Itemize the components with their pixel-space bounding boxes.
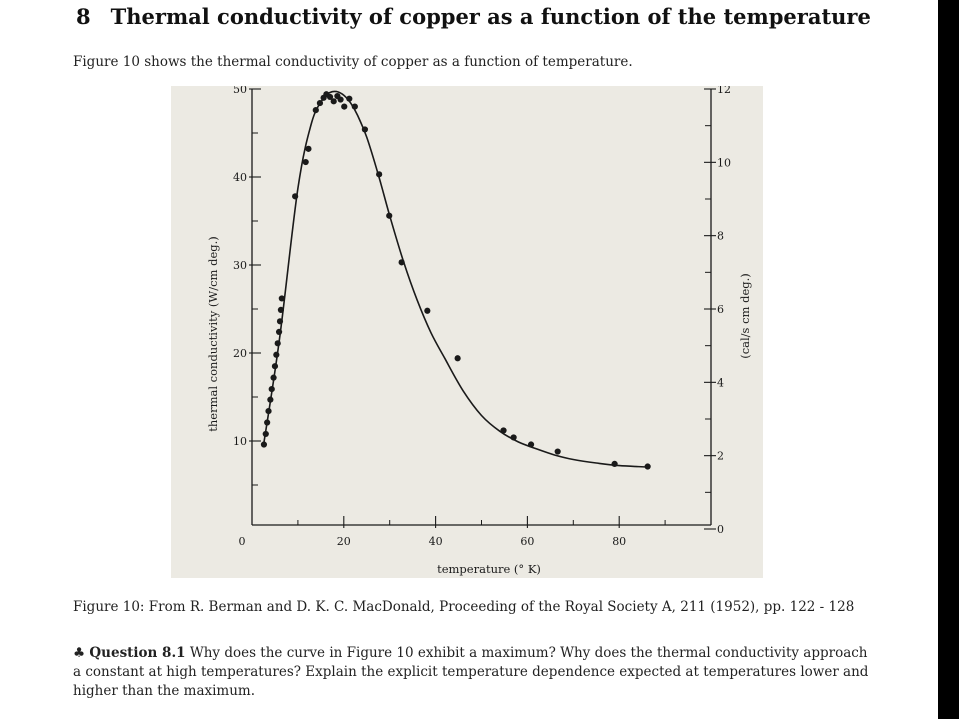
axes (249, 88, 716, 530)
question-text: Why does the curve in Figure 10 exhibit … (73, 645, 869, 699)
data-point (267, 396, 274, 403)
data-point (271, 363, 279, 370)
section-title-text: Thermal conductivity of copper as a func… (110, 4, 871, 29)
data-point (337, 96, 344, 103)
data-point (361, 126, 369, 133)
data-point (274, 340, 281, 347)
data-point (292, 193, 299, 200)
data-point (611, 460, 618, 467)
data-point (316, 99, 324, 107)
y-right-tick-label: 0 (717, 523, 724, 536)
data-point (305, 145, 312, 152)
y-right-tick-label: 2 (717, 450, 724, 463)
y-right-tick-label: 8 (717, 230, 724, 243)
data-point (644, 463, 651, 470)
data-point (510, 434, 517, 441)
y-tick-label: 50 (233, 86, 247, 96)
data-point (268, 385, 275, 393)
data-point (424, 307, 431, 314)
data-point (454, 355, 461, 362)
data-point (265, 407, 272, 415)
data-point (346, 95, 353, 102)
data-point (275, 328, 283, 335)
data-point (341, 103, 348, 110)
x-tick-label: 60 (520, 535, 534, 548)
intro-paragraph: Figure 10 shows the thermal conductivity… (73, 54, 633, 70)
section-heading: 8 Thermal conductivity of copper as a fun… (76, 4, 871, 29)
data-point (326, 93, 334, 101)
y-right-axis-title: (cal/s cm deg.) (738, 273, 752, 359)
y-tick-label: 10 (233, 435, 247, 448)
data-point (312, 107, 319, 114)
x-tick-label: 80 (612, 535, 626, 548)
x-tick-label: 0 (239, 535, 246, 548)
thermal-conductivity-chart: 10 20 30 40 50 0 2 4 6 8 10 12 0 20 40 60 80 temperature … (206, 86, 752, 576)
club-icon: ♣ (73, 645, 86, 661)
data-point (260, 441, 268, 448)
conductivity-curve (262, 90, 647, 468)
data-point (527, 441, 535, 448)
data-point (500, 427, 507, 434)
data-point (351, 103, 358, 110)
data-point (264, 419, 271, 426)
x-tick-label: 40 (429, 535, 443, 548)
data-point (278, 295, 285, 302)
x-tick-label: 20 (337, 535, 351, 548)
data-point (270, 374, 277, 381)
data-point (276, 318, 284, 325)
y-right-tick-label: 10 (717, 156, 731, 169)
y-axis-title: thermal conductivity (W/cm deg.) (206, 236, 220, 432)
y-right-tick-label: 4 (717, 376, 724, 389)
data-point (386, 212, 393, 219)
question-label: Question 8.1 (89, 645, 186, 661)
data-point (330, 98, 337, 105)
y-tick-label: 40 (233, 171, 247, 184)
figure-10: 10 20 30 40 50 0 2 4 6 8 10 12 0 20 40 60 80 temperature … (171, 86, 763, 578)
figure-caption: Figure 10: From R. Berman and D. K. C. M… (73, 599, 855, 615)
question-block: ♣ Question 8.1 Why does the curve in Fig… (73, 644, 873, 701)
data-point (273, 351, 280, 358)
axis-labels: 10 20 30 40 50 0 2 4 6 8 10 12 0 20 40 60 80 temperature … (206, 86, 752, 576)
data-point (398, 259, 405, 266)
y-tick-label: 30 (233, 259, 247, 272)
y-right-tick-label: 12 (717, 86, 731, 96)
data-point (277, 306, 285, 313)
x-axis-title: temperature (° K) (437, 562, 541, 576)
section-number: 8 (76, 4, 91, 29)
y-tick-label: 20 (233, 347, 247, 360)
data-point (262, 430, 269, 438)
document-page: 8 Thermal conductivity of copper as a fun… (0, 0, 938, 719)
data-point (554, 448, 561, 455)
y-right-tick-label: 6 (717, 303, 724, 316)
data-point (302, 158, 309, 166)
data-point (376, 171, 383, 178)
data-points (260, 91, 651, 470)
